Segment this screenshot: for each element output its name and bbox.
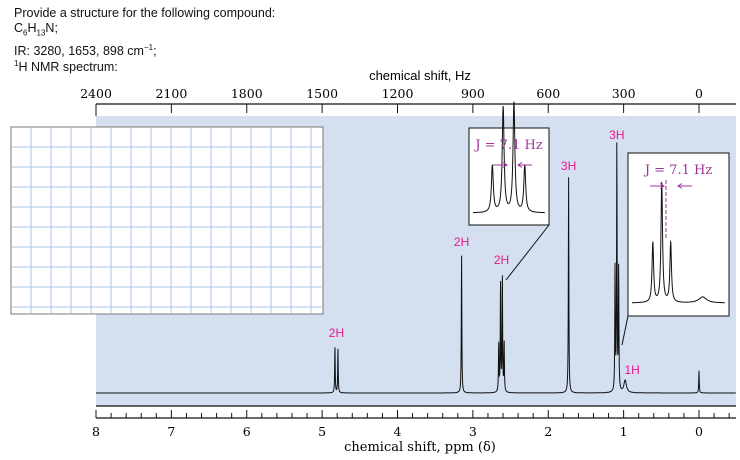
integration-label: 3H	[561, 159, 576, 173]
arrow-left-icon	[677, 183, 692, 189]
hz-tick-label: 2100	[155, 86, 187, 101]
grid-frame	[10, 126, 324, 315]
coupling-constant-label: J = 7.1 Hz	[643, 163, 713, 178]
inset-frame	[627, 152, 730, 317]
hz-tick-label: 2400	[80, 86, 112, 101]
ppm-tick-label: 7	[167, 424, 175, 439]
ir-data: IR: 3280, 1653, 898 cm−1;	[14, 43, 157, 59]
nmr-caption: 1H NMR spectrum:	[14, 59, 118, 75]
ppm-tick-label: 6	[243, 424, 251, 439]
inset-2: J = 7.1 Hz	[621, 152, 730, 346]
integration-label: 2H	[454, 235, 469, 249]
ppm-tick-label: 0	[695, 424, 703, 439]
hz-tick-label: 0	[695, 86, 703, 101]
arrow-right-icon	[493, 162, 508, 168]
hz-tick-label: 300	[612, 86, 636, 101]
inset-trace	[632, 181, 725, 304]
hz-tick-label: 1200	[382, 86, 414, 101]
arrow-left-icon	[517, 162, 532, 168]
spectrum-trace	[96, 142, 736, 394]
arrow-right-icon	[650, 183, 665, 189]
integration-label: 1H	[624, 363, 639, 377]
hz-tick-label: 900	[461, 86, 485, 101]
ppm-tick-label: 8	[92, 424, 100, 439]
molecular-formula: C6H13N;	[14, 21, 58, 38]
integration-label: 2H	[329, 326, 344, 340]
ppm-tick-label: 2	[544, 424, 552, 439]
inset-leader-line	[505, 224, 550, 281]
ppm-axis-label: chemical shift, ppm (δ)	[344, 440, 496, 455]
coupling-constant-label: J = 7.1 Hz	[473, 138, 543, 153]
inset-frame	[468, 127, 550, 226]
ppm-tick-label: 1	[620, 424, 628, 439]
inset-leader-line	[621, 315, 629, 346]
integration-label: 3H	[609, 128, 624, 142]
hz-tick-label: 1800	[231, 86, 263, 101]
integration-label: 2H	[494, 253, 509, 267]
ppm-tick-label: 3	[469, 424, 477, 439]
hz-tick-label: 1500	[306, 86, 338, 101]
hz-axis-label: chemical shift, Hz	[369, 68, 471, 83]
ppm-tick-label: 4	[394, 424, 402, 439]
inset-1: J = 7.1 Hz	[468, 101, 550, 281]
answer-grid	[10, 126, 324, 315]
ppm-tick-label: 5	[318, 424, 326, 439]
inset-trace	[473, 101, 545, 214]
hz-tick-label: 600	[536, 86, 560, 101]
question-prompt: Provide a structure for the following co…	[14, 6, 276, 20]
